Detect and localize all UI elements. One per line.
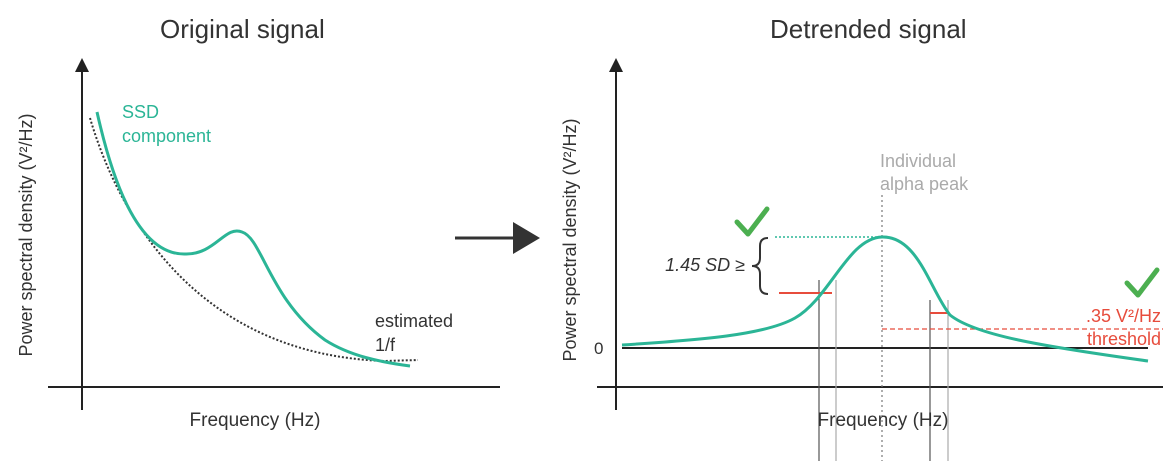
left-ssd-curve	[95, 111, 411, 368]
peak-label-line2: alpha peak	[880, 174, 969, 194]
arrow-right-icon	[455, 222, 540, 254]
left-fit-label-line2: 1/f	[375, 335, 396, 355]
left-curve-label-line2: component	[122, 126, 211, 146]
left-panel-title: Original signal	[160, 14, 325, 44]
right-panel: 0 1.45 SD ≥ Individual alp	[560, 58, 1163, 461]
zero-label: 0	[594, 339, 603, 358]
left-panel: SSD component estimated 1/f Power spectr…	[16, 58, 500, 431]
left-fit-curve-1-over-f	[89, 117, 419, 363]
right-panel-title: Detrended signal	[770, 14, 967, 44]
peak-label-line1: Individual	[880, 151, 956, 171]
left-y-axis-label: Power spectral density (V²/Hz)	[16, 113, 36, 356]
threshold-label-line1: .35 V²/Hz	[1086, 306, 1161, 326]
checkmark-icon-peak	[734, 206, 770, 237]
left-curve-label-line1: SSD	[122, 102, 159, 122]
sd-brace	[751, 237, 769, 295]
left-x-axis-label: Frequency (Hz)	[190, 410, 321, 431]
right-y-axis-label: Power spectral density (V²/Hz)	[560, 118, 580, 361]
detrended-curve	[621, 235, 1149, 363]
threshold-label-line2: threshold	[1087, 329, 1161, 349]
left-fit-label-line1: estimated	[375, 311, 453, 331]
checkmark-icon-threshold	[1124, 267, 1160, 298]
sd-label: 1.45 SD ≥	[665, 255, 745, 275]
right-x-axis-label: Frequency (Hz)	[818, 410, 949, 431]
